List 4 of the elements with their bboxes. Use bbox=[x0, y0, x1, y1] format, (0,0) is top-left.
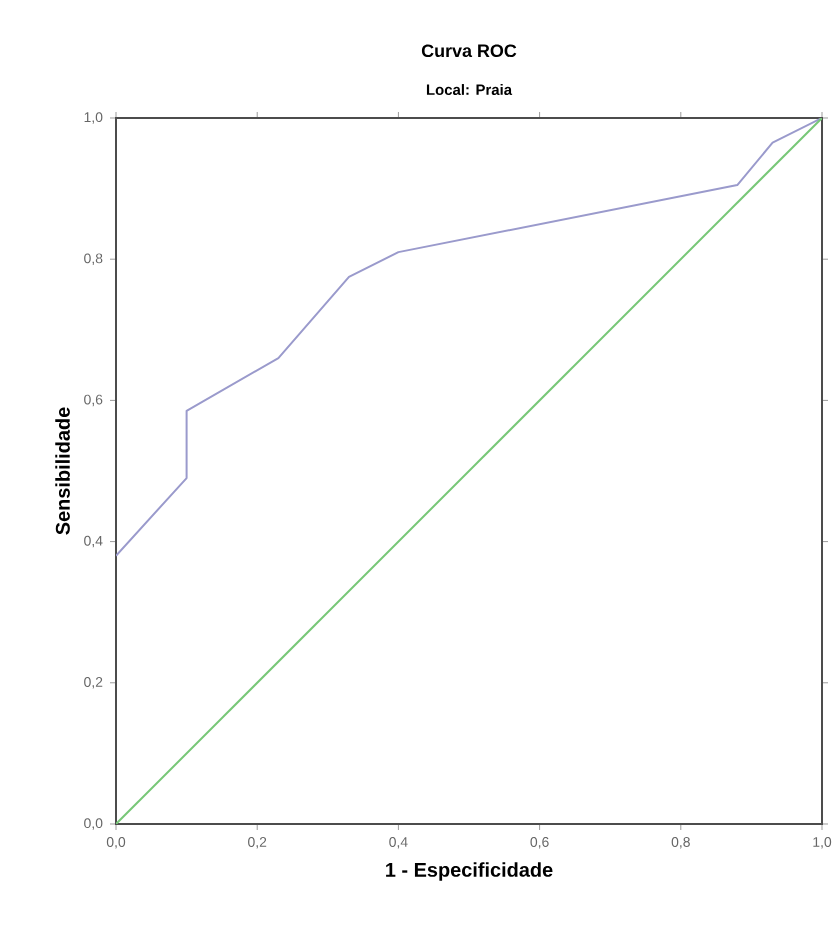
x-axis-title: 1 - Especificidade bbox=[386, 862, 553, 881]
line-series bbox=[116, 117, 823, 557]
chart-title: Curva ROC bbox=[421, 44, 517, 58]
y-axis-title: Sensibilidade bbox=[55, 407, 70, 535]
